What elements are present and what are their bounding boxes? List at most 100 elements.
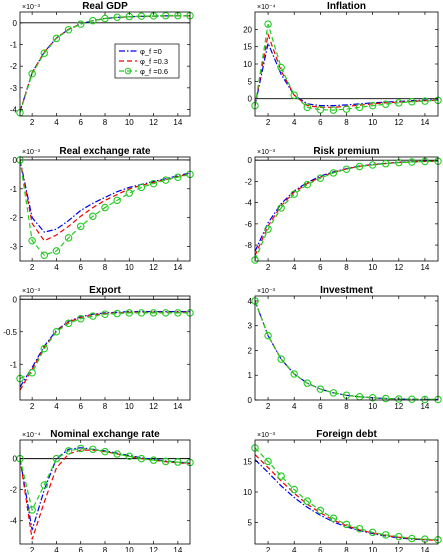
- x-tick-label: 8: [103, 402, 108, 411]
- y-tick-label: -2: [10, 62, 18, 71]
- data-point: [381, 159, 390, 168]
- x-tick-label: 12: [394, 118, 403, 127]
- data-point: [408, 98, 416, 106]
- x-tick-label: 6: [78, 402, 83, 411]
- panel-title: Risk premium: [313, 146, 379, 157]
- y-tick-label: -1: [10, 41, 18, 50]
- data-point: [101, 447, 109, 456]
- data-point: [355, 103, 364, 112]
- data-point: [329, 389, 338, 397]
- y-tick-label: 20: [243, 25, 252, 34]
- x-tick-label: 10: [125, 546, 134, 552]
- x-tick-label: 2: [30, 402, 35, 411]
- x-tick-label: 14: [173, 546, 182, 552]
- series-line-f-0: [255, 160, 438, 252]
- data-point: [76, 20, 85, 28]
- data-point: [342, 105, 351, 113]
- x-tick-label: 6: [318, 118, 323, 127]
- data-point: [381, 100, 390, 108]
- y-tick-label: 3: [248, 322, 253, 331]
- y-tick-label: 0: [248, 156, 253, 165]
- panel-title: Export: [89, 285, 121, 296]
- x-tick-label: 14: [420, 263, 429, 272]
- x-tick-label: 4: [292, 118, 297, 127]
- data-point: [277, 204, 285, 212]
- panel-real-exchange-rate: 2 4 6 8 10 12 14 0 -1 -2 -3 ×10⁻³ Real exchange rate: [10, 146, 194, 272]
- data-point: [316, 106, 325, 114]
- series-line-f-0: [255, 41, 438, 107]
- data-point: [64, 447, 73, 455]
- x-tick-label: 14: [420, 546, 429, 552]
- x-tick-label: 2: [266, 263, 271, 272]
- y-tick-label: -1: [10, 185, 18, 194]
- x-tick-label: 2: [30, 546, 35, 552]
- data-point: [89, 212, 97, 220]
- legend-label: φ_f =0.6: [140, 67, 168, 76]
- y-tick-label: 5: [248, 519, 253, 528]
- x-tick-label: 10: [368, 263, 377, 272]
- x-tick-label: 6: [78, 263, 83, 272]
- data-point: [76, 314, 85, 323]
- data-point: [137, 309, 146, 317]
- data-point: [421, 395, 429, 404]
- data-point: [264, 331, 272, 340]
- data-point: [161, 176, 170, 184]
- data-point: [316, 174, 325, 182]
- y-tick-label: -4: [10, 517, 18, 526]
- series-line-f-0-6: [255, 160, 438, 261]
- series-line-f-0: [20, 159, 190, 233]
- data-point: [28, 70, 36, 78]
- y-exponent-label: ×10⁻⁴: [22, 432, 41, 439]
- x-tick-label: 4: [54, 546, 59, 552]
- x-tick-label: 8: [344, 263, 349, 272]
- y-tick-label: -4: [10, 106, 18, 115]
- x-tick-label: 8: [103, 118, 108, 127]
- x-tick-label: 2: [266, 402, 271, 411]
- y-tick-label: -4: [245, 199, 253, 208]
- data-point: [368, 161, 377, 169]
- x-tick-label: 8: [344, 402, 349, 411]
- data-point: [89, 16, 97, 25]
- data-point: [113, 450, 121, 458]
- data-point: [408, 395, 416, 404]
- data-point: [277, 63, 285, 72]
- x-tick-label: 10: [368, 402, 377, 411]
- legend-label: φ_f =0: [140, 47, 162, 56]
- y-tick-label: -6: [245, 220, 253, 229]
- data-point: [89, 312, 97, 320]
- y-tick-label: -2: [245, 177, 253, 186]
- data-point: [408, 158, 416, 166]
- x-tick-label: 12: [149, 546, 158, 552]
- x-tick-label: 12: [394, 546, 403, 552]
- data-point: [303, 497, 312, 505]
- x-tick-label: 8: [103, 546, 108, 552]
- data-point: [174, 173, 182, 181]
- data-point: [329, 106, 338, 114]
- x-tick-label: 10: [368, 546, 377, 552]
- x-tick-label: 12: [149, 263, 158, 272]
- series-line-f-0-6: [20, 447, 190, 512]
- plot-area: [255, 296, 438, 400]
- x-tick-label: 12: [149, 118, 158, 127]
- data-point: [40, 251, 49, 259]
- x-tick-label: 6: [318, 546, 323, 552]
- data-point: [290, 91, 298, 99]
- data-point: [28, 237, 36, 245]
- panel-title: Foreign debt: [316, 429, 377, 440]
- data-point: [52, 247, 61, 255]
- x-tick-label: 14: [420, 402, 429, 411]
- plot-area: [20, 157, 190, 261]
- x-tick-label: 2: [30, 118, 35, 127]
- plot-area: [255, 440, 438, 544]
- data-point: [395, 99, 403, 107]
- y-tick-label: -2: [10, 214, 18, 223]
- panel-export: 2 4 6 8 10 12 14 0 -0.5 -1 ×10⁻³ Export: [3, 285, 194, 411]
- data-point: [408, 534, 416, 543]
- panel-title: Real GDP: [82, 1, 128, 12]
- x-tick-label: 2: [266, 546, 271, 552]
- data-point: [355, 162, 364, 171]
- x-tick-label: 8: [344, 546, 349, 552]
- data-point: [342, 165, 351, 173]
